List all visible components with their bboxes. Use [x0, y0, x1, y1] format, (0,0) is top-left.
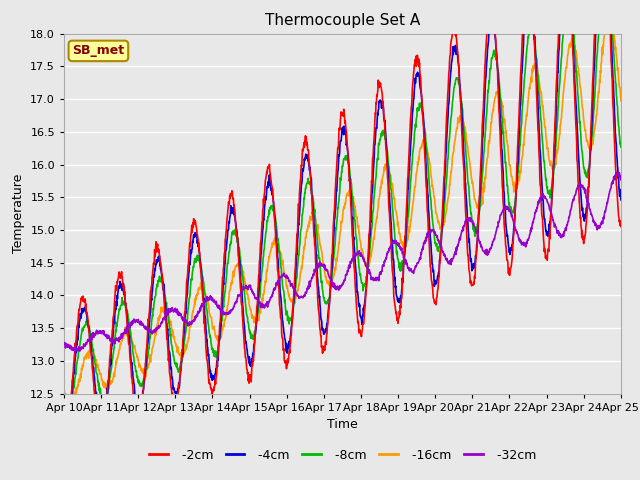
Y-axis label: Temperature: Temperature — [12, 174, 25, 253]
Text: SB_met: SB_met — [72, 44, 124, 58]
Legend:  -2cm,  -4cm,  -8cm,  -16cm,  -32cm: -2cm, -4cm, -8cm, -16cm, -32cm — [144, 444, 541, 467]
X-axis label: Time: Time — [327, 418, 358, 431]
Title: Thermocouple Set A: Thermocouple Set A — [265, 13, 420, 28]
